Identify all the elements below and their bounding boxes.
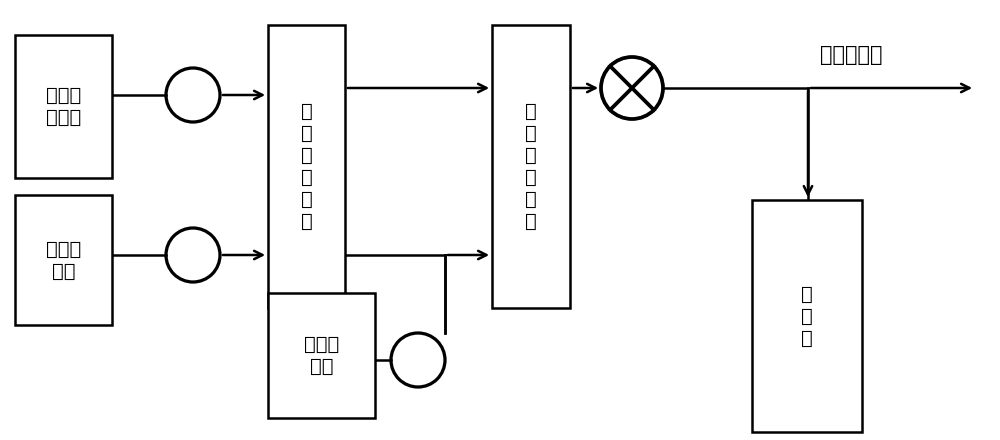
Text: 接废气吸收: 接废气吸收	[820, 45, 883, 65]
Bar	[15, 35, 112, 178]
Bar	[15, 195, 112, 325]
Text: 储
液
罐: 储 液 罐	[801, 285, 813, 348]
Bar	[752, 200, 862, 432]
Text: 氯磺酸
溶液: 氯磺酸 溶液	[46, 239, 81, 281]
Text: 氯磺酸
溶液: 氯磺酸 溶液	[304, 335, 339, 376]
Bar	[268, 25, 345, 308]
Text: 乙酰苯
胺溶液: 乙酰苯 胺溶液	[46, 86, 81, 127]
Text: 微
通
道
反
应
器: 微 通 道 反 应 器	[525, 102, 537, 231]
Text: 微
通
道
反
应
器: 微 通 道 反 应 器	[301, 102, 312, 231]
Bar	[268, 293, 375, 418]
Bar	[492, 25, 570, 308]
